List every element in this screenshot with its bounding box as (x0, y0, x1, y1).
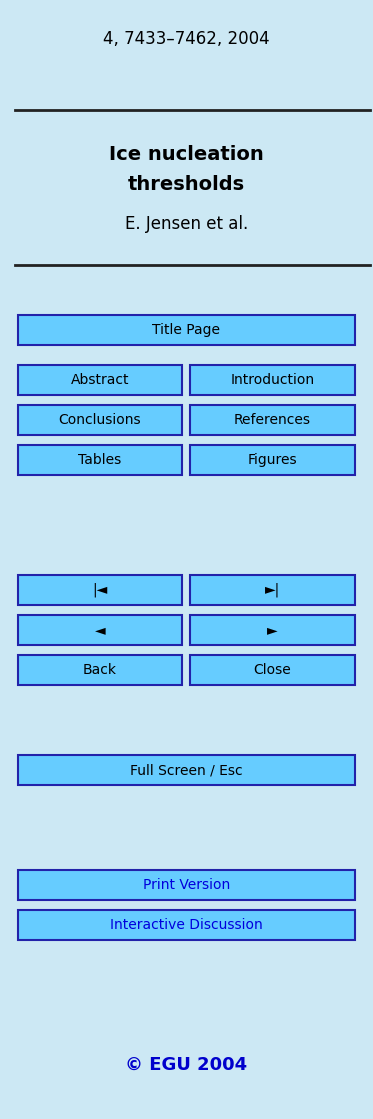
Text: Abstract: Abstract (71, 373, 129, 387)
Text: Introduction: Introduction (231, 373, 314, 387)
Bar (18, 755, 355, 786)
Bar (18, 869, 355, 900)
Bar (18, 405, 182, 435)
Bar (18, 316, 355, 345)
Text: Full Screen / Esc: Full Screen / Esc (130, 763, 243, 777)
Text: Conclusions: Conclusions (59, 413, 141, 427)
Text: Tables: Tables (78, 453, 122, 467)
Text: References: References (234, 413, 311, 427)
Text: ►|: ►| (265, 583, 280, 598)
Bar (18, 365, 182, 395)
Bar (190, 615, 355, 645)
Bar (190, 575, 355, 605)
Bar (18, 655, 182, 685)
Text: Interactive Discussion: Interactive Discussion (110, 918, 263, 932)
Text: Close: Close (254, 662, 291, 677)
Text: thresholds: thresholds (128, 175, 245, 194)
Bar (190, 655, 355, 685)
Text: Title Page: Title Page (153, 323, 220, 337)
Bar (190, 365, 355, 395)
Text: Figures: Figures (248, 453, 297, 467)
Text: Ice nucleation: Ice nucleation (109, 145, 264, 164)
Bar (18, 615, 182, 645)
Bar (18, 575, 182, 605)
Text: ►: ► (267, 623, 278, 637)
Text: Print Version: Print Version (143, 878, 230, 892)
Bar (190, 405, 355, 435)
Bar (18, 910, 355, 940)
Text: |◄: |◄ (93, 583, 108, 598)
Text: Back: Back (83, 662, 117, 677)
Text: 4, 7433–7462, 2004: 4, 7433–7462, 2004 (103, 30, 270, 48)
Text: © EGU 2004: © EGU 2004 (125, 1056, 248, 1074)
Bar (18, 445, 182, 474)
Bar (190, 445, 355, 474)
Text: ◄: ◄ (95, 623, 105, 637)
Text: E. Jensen et al.: E. Jensen et al. (125, 215, 248, 233)
